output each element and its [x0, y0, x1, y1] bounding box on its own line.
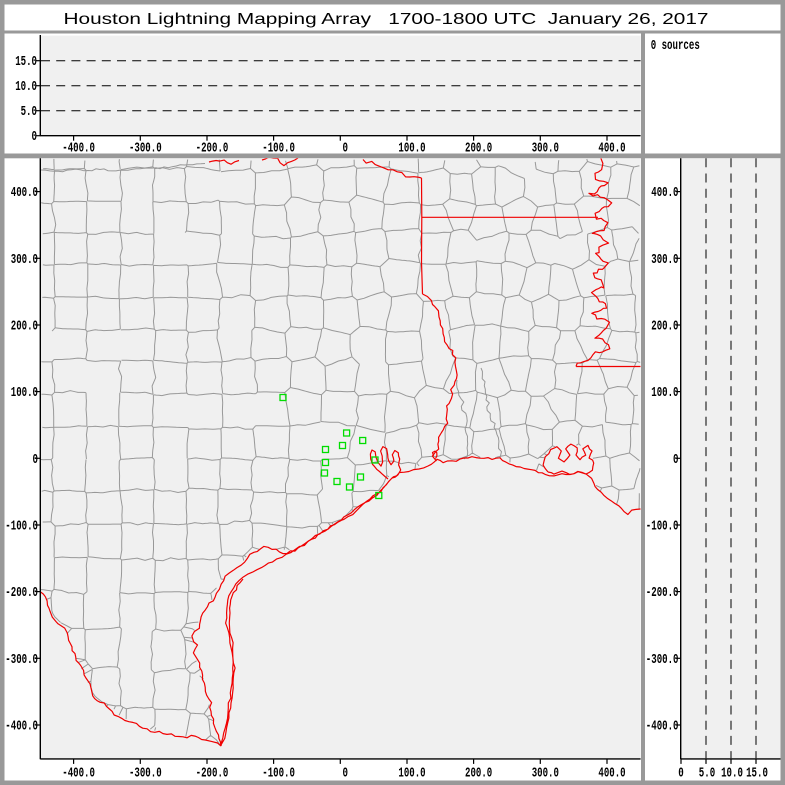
svg-text:400.0: 400.0: [11, 186, 38, 201]
svg-text:300.0: 300.0: [532, 767, 559, 782]
svg-text:0: 0: [32, 130, 38, 145]
svg-text:-100.0: -100.0: [262, 142, 295, 157]
svg-text:15.0: 15.0: [746, 767, 768, 782]
svg-text:-100.0: -100.0: [5, 520, 38, 535]
svg-text:-300.0: -300.0: [129, 767, 162, 782]
svg-text:100.0: 100.0: [398, 767, 425, 782]
svg-text:-200.0: -200.0: [646, 586, 679, 601]
svg-text:300.0: 300.0: [532, 142, 559, 157]
svg-text:100.0: 100.0: [651, 386, 678, 401]
svg-text:400.0: 400.0: [651, 186, 678, 201]
svg-text:0: 0: [33, 453, 39, 468]
svg-text:-400.0: -400.0: [5, 720, 38, 735]
svg-text:-300.0: -300.0: [5, 653, 38, 668]
svg-text:200.0: 200.0: [651, 320, 678, 335]
svg-text:-200.0: -200.0: [196, 142, 229, 157]
svg-text:10.0: 10.0: [15, 80, 37, 95]
svg-text:-400.0: -400.0: [62, 142, 95, 157]
svg-text:100.0: 100.0: [398, 142, 425, 157]
svg-text:-400.0: -400.0: [62, 767, 95, 782]
svg-text:10.0: 10.0: [721, 767, 743, 782]
svg-text:-200.0: -200.0: [5, 586, 38, 601]
svg-text:200.0: 200.0: [11, 320, 38, 335]
svg-text:15.0: 15.0: [15, 55, 37, 70]
svg-text:0 sources: 0 sources: [651, 39, 700, 54]
svg-text:0: 0: [343, 767, 349, 782]
svg-text:0: 0: [673, 453, 679, 468]
svg-text:0: 0: [343, 142, 349, 157]
svg-text:5.0: 5.0: [21, 105, 37, 120]
svg-text:400.0: 400.0: [598, 767, 625, 782]
svg-text:-200.0: -200.0: [196, 767, 229, 782]
svg-text:Houston Lightning Mapping Arra: Houston Lightning Mapping Array 1700-180…: [64, 11, 709, 28]
svg-text:400.0: 400.0: [598, 142, 625, 157]
svg-text:-100.0: -100.0: [262, 767, 295, 782]
svg-text:-300.0: -300.0: [646, 653, 679, 668]
svg-text:200.0: 200.0: [465, 142, 492, 157]
svg-text:-400.0: -400.0: [646, 720, 679, 735]
svg-text:300.0: 300.0: [651, 253, 678, 268]
svg-text:0: 0: [678, 767, 684, 782]
svg-text:300.0: 300.0: [11, 253, 38, 268]
svg-text:-300.0: -300.0: [129, 142, 162, 157]
svg-text:100.0: 100.0: [11, 386, 38, 401]
svg-text:200.0: 200.0: [465, 767, 492, 782]
svg-text:5.0: 5.0: [699, 767, 715, 782]
svg-text:-100.0: -100.0: [646, 520, 679, 535]
